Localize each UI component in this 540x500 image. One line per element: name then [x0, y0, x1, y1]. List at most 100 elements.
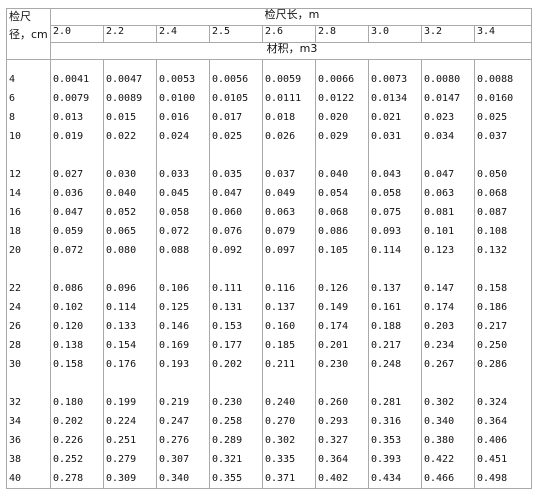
volume-value: 0.498: [477, 473, 508, 484]
volume-value: 0.149: [318, 302, 349, 313]
diameter-header-cell: 检尺 径，cm: [6, 8, 51, 60]
volume-value: 0.108: [477, 226, 508, 237]
volume-value: 0.251: [106, 435, 137, 446]
diameter-value: 6: [9, 93, 16, 104]
volume-value: 0.063: [265, 207, 296, 218]
volume-value: 0.088: [159, 245, 190, 256]
volume-value: 0.302: [424, 397, 455, 408]
volume-value: 0.0160: [477, 93, 514, 104]
volume-value: 0.422: [424, 454, 455, 465]
volume-column-4: 0.0059 0.0111 0.018 0.026 0.037 0.049 0.063 0.0…: [262, 59, 316, 489]
volume-value: 0.106: [159, 283, 190, 294]
volume-value: 0.120: [53, 321, 84, 332]
volume-value: 0.434: [371, 473, 402, 484]
volume-value: 0.202: [53, 416, 84, 427]
volume-value: 0.018: [265, 112, 296, 123]
volume-value: 0.023: [424, 112, 455, 123]
volume-value: 0.466: [424, 473, 455, 484]
volume-value: 0.093: [371, 226, 402, 237]
volume-value: 0.0089: [106, 93, 143, 104]
volume-value: 0.022: [106, 131, 137, 142]
volume-value: 0.371: [265, 473, 296, 484]
volume-value: 0.147: [424, 283, 455, 294]
volume-value: 0.158: [53, 359, 84, 370]
volume-value: 0.380: [424, 435, 455, 446]
volume-value: 0.059: [53, 226, 84, 237]
volume-value: 0.133: [106, 321, 137, 332]
volume-value: 0.125: [159, 302, 190, 313]
length-value-3: 2.5: [209, 25, 263, 43]
volume-value: 0.174: [424, 302, 455, 313]
volume-value: 0.058: [371, 188, 402, 199]
volume-column-7: 0.0080 0.0147 0.023 0.034 0.047 0.063 0.081 0.1…: [421, 59, 475, 489]
volume-value: 0.153: [212, 321, 243, 332]
volume-value: 0.065: [106, 226, 137, 237]
volume-value: 0.281: [371, 397, 402, 408]
volume-value: 0.279: [106, 454, 137, 465]
volume-value: 0.335: [265, 454, 296, 465]
volume-value: 0.289: [212, 435, 243, 446]
volume-value: 0.116: [265, 283, 296, 294]
length-value-7: 3.2: [421, 25, 475, 43]
volume-value: 0.154: [106, 340, 137, 351]
volume-value: 0.0056: [212, 74, 249, 85]
volume-value: 0.188: [371, 321, 402, 332]
volume-value: 0.180: [53, 397, 84, 408]
volume-value: 0.137: [265, 302, 296, 313]
volume-value: 0.037: [477, 131, 508, 142]
length-value-2: 2.4: [156, 25, 210, 43]
volume-value: 0.270: [265, 416, 296, 427]
volume-value: 0.081: [424, 207, 455, 218]
volume-value: 0.276: [159, 435, 190, 446]
volume-value: 0.364: [477, 416, 508, 427]
volume-value: 0.248: [371, 359, 402, 370]
diameter-value: 14: [9, 188, 22, 199]
volume-column-6: 0.0073 0.0134 0.021 0.031 0.043 0.058 0.075 0.0…: [368, 59, 422, 489]
volume-value: 0.0073: [371, 74, 408, 85]
volume-value: 0.034: [424, 131, 455, 142]
volume-value: 0.063: [424, 188, 455, 199]
volume-value: 0.174: [318, 321, 349, 332]
volume-value: 0.324: [477, 397, 508, 408]
volume-value: 0.217: [371, 340, 402, 351]
volume-value: 0.040: [318, 169, 349, 180]
volume-value: 0.252: [53, 454, 84, 465]
volume-value: 0.260: [318, 397, 349, 408]
volume-value: 0.072: [53, 245, 84, 256]
volume-value: 0.0100: [159, 93, 196, 104]
volume-value: 0.160: [265, 321, 296, 332]
volume-value: 0.327: [318, 435, 349, 446]
volume-value: 0.234: [424, 340, 455, 351]
volume-value: 0.211: [265, 359, 296, 370]
volume-value: 0.161: [371, 302, 402, 313]
diameter-header-line1: 检尺: [9, 10, 31, 23]
volume-value: 0.080: [106, 245, 137, 256]
diameter-value: 30: [9, 359, 22, 370]
length-value-1: 2.2: [103, 25, 157, 43]
volume-value: 0.111: [212, 283, 243, 294]
volume-value: 0.097: [265, 245, 296, 256]
volume-value: 0.240: [265, 397, 296, 408]
volume-column-8: 0.0088 0.0160 0.025 0.037 0.050 0.068 0.087 0.1…: [473, 59, 533, 489]
volume-value: 0.052: [106, 207, 137, 218]
volume-value: 0.247: [159, 416, 190, 427]
volume-value: 0.126: [318, 283, 349, 294]
volume-value: 0.020: [318, 112, 349, 123]
volume-value: 0.0105: [212, 93, 249, 104]
volume-value: 0.096: [106, 283, 137, 294]
volume-value: 0.045: [159, 188, 190, 199]
volume-value: 0.0122: [318, 93, 355, 104]
volume-value: 0.016: [159, 112, 190, 123]
volume-value: 0.355: [212, 473, 243, 484]
diameter-value: 40: [9, 473, 22, 484]
volume-value: 0.203: [424, 321, 455, 332]
volume-column-2: 0.0053 0.0100 0.016 0.024 0.033 0.045 0.058 0.0…: [156, 59, 210, 489]
volume-value: 0.250: [477, 340, 508, 351]
volume-body-row: 4 6 8 10 12 14 16 18 20 22 24 26 28 30 32 34 36 38 40 0.004…: [6, 59, 533, 489]
volume-value: 0.278: [53, 473, 84, 484]
volume-value: 0.0147: [424, 93, 461, 104]
volume-value: 0.075: [371, 207, 402, 218]
volume-value: 0.072: [159, 226, 190, 237]
length-value-8: 3.4: [473, 25, 533, 43]
volume-value: 0.177: [212, 340, 243, 351]
